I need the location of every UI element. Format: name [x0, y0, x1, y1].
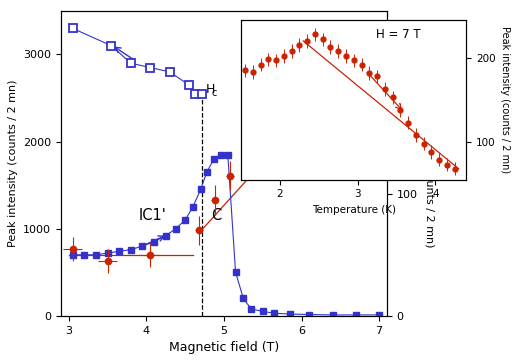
Text: H = 7 T: H = 7 T	[376, 28, 421, 41]
Text: IC1': IC1'	[139, 208, 166, 223]
Text: T = 1.7 K: T = 1.7 K	[243, 157, 295, 167]
Y-axis label: Peak intensity (counts / 2 mn): Peak intensity (counts / 2 mn)	[7, 79, 17, 247]
Text: Ce$_{0.70}$Pr$_{0.30}$B$_{6}$: Ce$_{0.70}$Pr$_{0.30}$B$_{6}$	[243, 109, 318, 122]
Text: C: C	[211, 208, 222, 223]
Y-axis label: Peak intensity (counts / 2 mn): Peak intensity (counts / 2 mn)	[425, 79, 435, 247]
X-axis label: Magnetic field (T): Magnetic field (T)	[169, 341, 279, 354]
Y-axis label: Peak intensity (counts / 2 mn): Peak intensity (counts / 2 mn)	[500, 26, 510, 174]
X-axis label: Temperature (K): Temperature (K)	[312, 205, 396, 215]
Text: c: c	[211, 88, 217, 98]
Text: H: H	[205, 83, 215, 96]
